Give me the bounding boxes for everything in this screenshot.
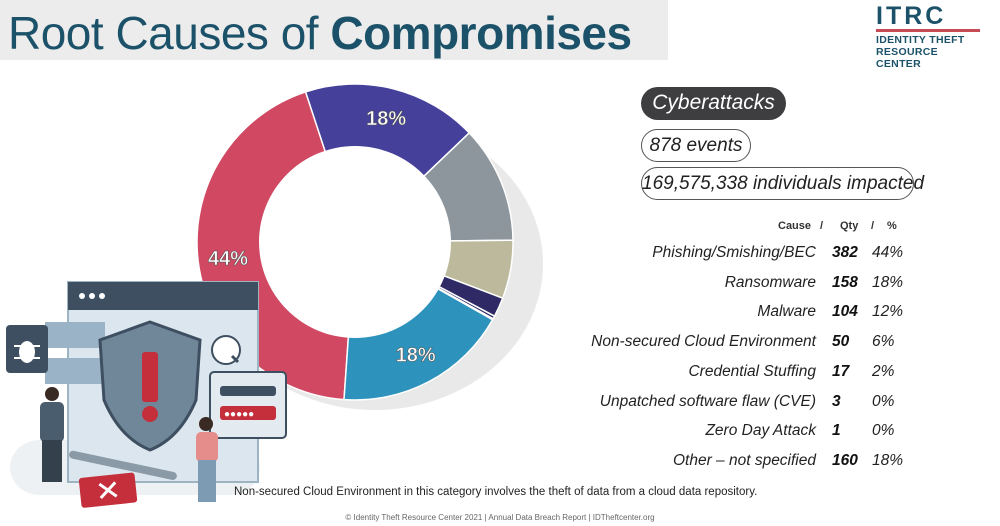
cause-cell: Other – not specified [672,451,816,469]
qty-cell: 160 [832,451,858,469]
username-bar [220,386,276,396]
alert-mark-icon [142,352,158,402]
header-separator: / [871,220,875,232]
cause-cell: Phishing/Smishing/BEC [652,244,816,261]
cause-cell: Malware [757,303,816,321]
qty-cell: 17 [832,362,850,380]
donut-labels: 44% 18% 18% [208,108,436,368]
login-card [209,371,287,439]
pct-cell: 0% [872,422,895,440]
category-pill: Cyberattacks [641,87,786,120]
donut-slice-label: 18% [396,345,436,367]
window-dot [89,293,95,299]
person-head [199,417,213,431]
window-dot [99,293,105,299]
title-band [0,0,668,60]
table-row: Unpatched software flaw (CVE) 3 0% [600,393,920,419]
logo-rule [876,29,980,32]
impacted-pill: 169,575,338 individuals impacted [641,167,924,200]
events-pill: 878 events [641,129,751,162]
donut-slice-label: 44% [208,248,248,270]
logo-mark: ITRC [876,2,947,30]
cause-cell: Ransomware [724,273,816,291]
close-icon [98,481,118,500]
side-panel [45,322,105,348]
pct-cell: 18% [872,451,904,469]
side-panel [45,358,105,384]
person-legs [42,440,62,482]
browser-bar [68,282,258,310]
qty-cell: 382 [832,244,858,261]
pct-cell: 18% [872,273,904,291]
close-card [78,472,138,508]
header-separator: / [820,220,824,232]
header-cause: Cause [778,220,812,232]
alert-dot-icon [142,406,158,422]
pct-cell: 0% [872,392,895,410]
qty-cell: 3 [832,392,841,410]
title-bold: Compromises [330,7,632,59]
cause-cell: Zero Day Attack [705,422,816,440]
itrc-logo: ITRC IDENTITY THEFT RESOURCE CENTER [876,4,986,70]
table-row: Ransomware 158 18% [600,274,920,300]
cause-cell: Non-secured Cloud Environment [591,333,816,351]
table-row: Phishing/Smishing/BEC 382 44% [600,244,920,270]
pct-cell: 12% [872,303,904,321]
copyright: © Identity Theft Resource Center 2021 | … [345,513,655,522]
person-body [40,402,64,442]
pct-cell: 6% [872,333,895,351]
title-light: Root Causes of [8,7,331,59]
cause-cell: Credential Stuffing [688,362,816,380]
table-row: Credential Stuffing 17 2% [600,363,920,389]
table-row: Other – not specified 160 18% [600,452,920,478]
security-illustration: ●●●●● [6,281,287,508]
pct-cell: 44% [872,244,904,261]
footnote: Non-secured Cloud Environment in this ca… [234,486,758,498]
magnifier-handle [230,354,240,364]
pct-cell: 2% [872,362,895,380]
pen-icon [69,450,177,480]
donut-chart: 44% 18% 18% [196,83,543,410]
donut-hole [259,146,451,338]
table-row: Non-secured Cloud Environment 50 6% [591,333,920,359]
table-row: Malware 104 12% [600,303,920,329]
qty-cell: 50 [832,333,850,351]
header-qty: Qty [840,220,859,232]
person-legs [198,460,216,502]
qty-cell: 158 [832,273,858,291]
password-bar [220,406,276,420]
person-head [45,387,59,401]
donut-slice-label: 18% [366,108,406,130]
header-pct: % [887,220,897,232]
logo-line-1: IDENTITY THEFT [876,34,965,46]
password-dots: ●●●●● [224,409,254,420]
cause-cell: Unpatched software flaw (CVE) [599,392,816,410]
bug-icon [19,341,35,363]
person-body [196,432,218,462]
window-dot [79,293,85,299]
table-row: Zero Day Attack 1 0% [600,422,920,448]
page-title: Root Causes of Compromises [8,6,632,60]
logo-line-2: RESOURCE CENTER [876,46,938,70]
qty-cell: 1 [832,422,841,440]
qty-cell: 104 [832,303,858,321]
